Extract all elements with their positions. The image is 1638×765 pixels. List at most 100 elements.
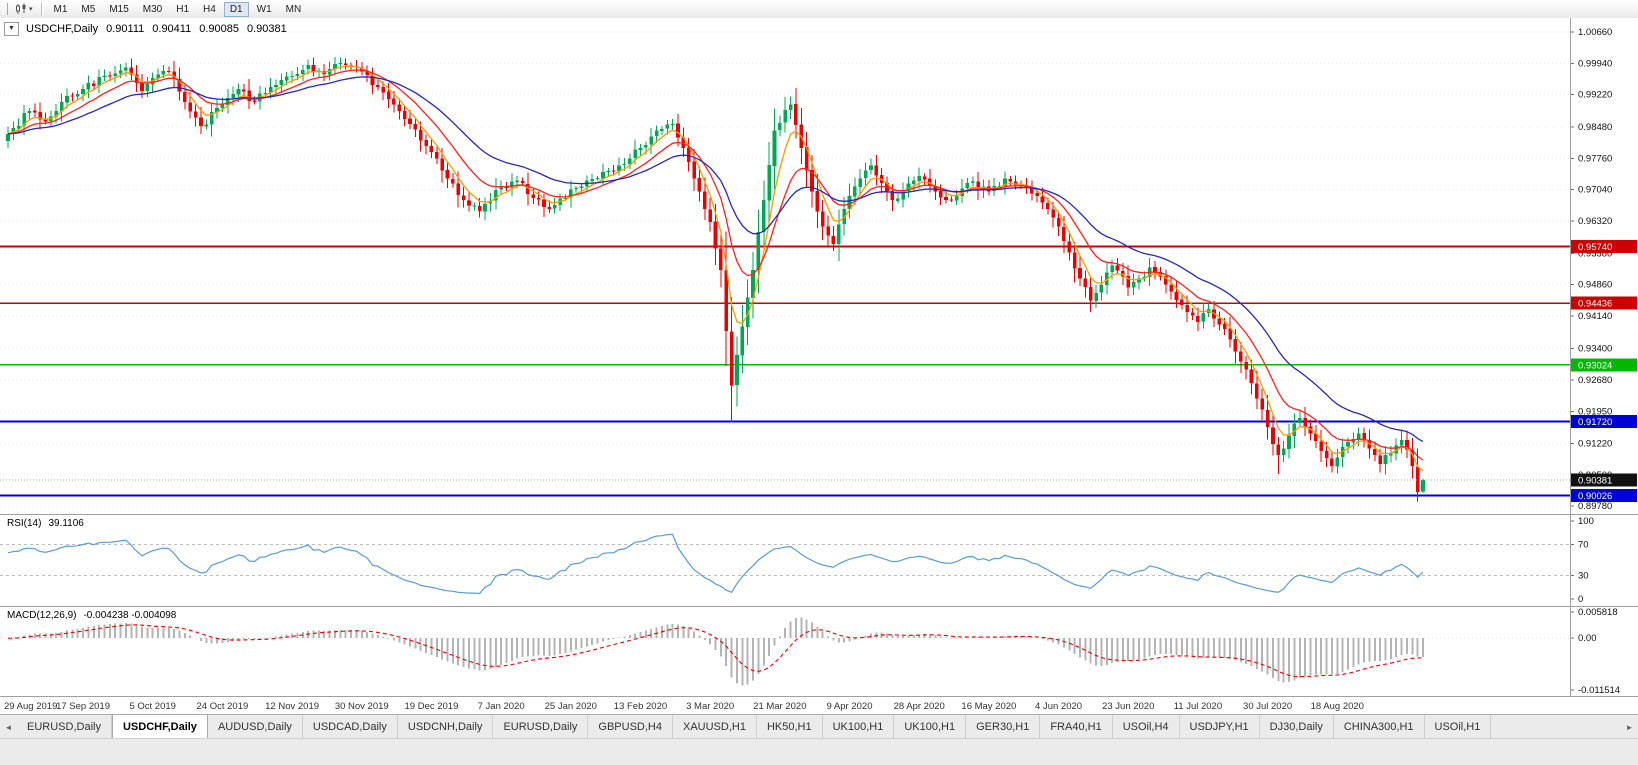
tab-fra40-h1[interactable]: FRA40,H1	[1040, 715, 1113, 739]
svg-text:-0.011514: -0.011514	[1578, 685, 1620, 696]
ohlc-open: 0.90111	[106, 23, 145, 35]
tab-usoil-h1[interactable]: USOil,H1	[1425, 715, 1492, 739]
svg-text:30 Jul 2020: 30 Jul 2020	[1243, 701, 1292, 712]
chart-tabbar: ◄ EURUSD,Daily USDCHF,Daily AUDUSD,Daily US…	[0, 714, 1638, 739]
ohlc-high: 0.90411	[152, 23, 192, 35]
svg-text:0.90381: 0.90381	[1578, 475, 1612, 486]
timeframe-mn[interactable]: MN	[280, 2, 308, 17]
svg-text:0.94140: 0.94140	[1578, 311, 1612, 322]
tabs-container: EURUSD,Daily USDCHF,Daily AUDUSD,Daily USDC…	[17, 715, 1492, 739]
timeframe-buttons: M1 M5 M15 M30 H1 H4 D1 W1 MN	[48, 1, 308, 17]
timeframe-h4[interactable]: H4	[197, 2, 222, 17]
svg-text:70: 70	[1578, 539, 1589, 550]
timeframe-toolbar: ▾ M1 M5 M15 M30 H1 H4 D1 W1 MN	[0, 0, 1638, 19]
tab-usoil-h4[interactable]: USOil,H4	[1113, 715, 1180, 739]
svg-text:7 Jan 2020: 7 Jan 2020	[478, 701, 525, 712]
svg-text:5 Oct 2019: 5 Oct 2019	[129, 701, 175, 712]
timeframe-m15[interactable]: M15	[103, 2, 134, 17]
svg-text:0.99940: 0.99940	[1578, 58, 1612, 69]
tab-uk100-h1[interactable]: UK100,H1	[894, 715, 967, 739]
svg-text:23 Jun 2020: 23 Jun 2020	[1102, 701, 1154, 712]
chart-canvas[interactable]: 1.00660 0.99940 0.99220 0.98480 0.97760 0.970…	[0, 18, 1638, 714]
svg-text:0.96320: 0.96320	[1578, 216, 1612, 227]
svg-text:0.97760: 0.97760	[1578, 153, 1612, 164]
tab-ger30-h1[interactable]: GER30,H1	[966, 715, 1041, 739]
svg-text:0.91220: 0.91220	[1578, 438, 1612, 449]
svg-text:28 Apr 2020: 28 Apr 2020	[894, 701, 945, 712]
svg-text:0.97040: 0.97040	[1578, 185, 1612, 196]
svg-text:0.95740: 0.95740	[1578, 242, 1612, 253]
macd-values: -0.004238 -0.004098	[83, 610, 177, 621]
svg-text:0.93400: 0.93400	[1578, 343, 1612, 354]
timeframe-m30[interactable]: M30	[137, 2, 168, 17]
symbol-period-label: USDCHF,Daily	[26, 23, 99, 35]
toolbar-separator	[40, 2, 43, 16]
timeframe-m1[interactable]: M1	[48, 2, 74, 17]
tab-dj30-daily[interactable]: DJ30,Daily	[1260, 715, 1334, 739]
svg-text:30 Nov 2019: 30 Nov 2019	[335, 701, 389, 712]
chevron-down-icon: ▼	[8, 25, 15, 32]
timeframe-m5[interactable]: M5	[75, 2, 101, 17]
svg-text:0.92680: 0.92680	[1578, 375, 1612, 386]
svg-text:11 Jul 2020: 11 Jul 2020	[1174, 701, 1222, 712]
timeframe-h1[interactable]: H1	[170, 2, 195, 17]
svg-text:30: 30	[1578, 571, 1589, 582]
tab-china300-h1[interactable]: CHINA300,H1	[1334, 715, 1425, 739]
tab-eurusd-daily[interactable]: EURUSD,Daily	[493, 715, 589, 739]
svg-text:19 Dec 2019: 19 Dec 2019	[405, 701, 459, 712]
tab-usdcad-daily[interactable]: USDCAD,Daily	[303, 715, 398, 739]
svg-text:24 Oct 2019: 24 Oct 2019	[197, 701, 249, 712]
svg-text:9 Apr 2020: 9 Apr 2020	[827, 701, 873, 712]
tabs-scroll-right-icon[interactable]: ►	[1625, 722, 1634, 732]
svg-text:0.94436: 0.94436	[1578, 299, 1612, 310]
rsi-name: RSI(14)	[7, 518, 42, 529]
svg-text:12 Nov 2019: 12 Nov 2019	[265, 701, 319, 712]
chart-title: USDCHF,Daily 0.90111 0.90411 0.90085 0.9…	[26, 23, 287, 35]
bottom-strip	[0, 738, 1638, 765]
chevron-down-icon: ▾	[29, 5, 33, 13]
svg-text:29 Aug 2019: 29 Aug 2019	[4, 701, 57, 712]
chart-type-button[interactable]: ▾	[12, 1, 36, 17]
svg-text:21 Mar 2020: 21 Mar 2020	[753, 701, 806, 712]
tab-eurusd-daily[interactable]: EURUSD,Daily	[17, 715, 112, 739]
tab-hk50-h1[interactable]: HK50,H1	[757, 715, 823, 739]
svg-text:0.90026: 0.90026	[1578, 491, 1612, 502]
svg-text:0.95580: 0.95580	[1578, 248, 1612, 259]
svg-text:1.00660: 1.00660	[1578, 27, 1612, 38]
timeframe-w1[interactable]: W1	[251, 2, 278, 17]
ohlc-low: 0.90085	[199, 23, 239, 35]
rsi-value: 39.1106	[48, 518, 84, 529]
timeframe-d1[interactable]: D1	[223, 1, 249, 17]
tabs-scroll-left-icon[interactable]: ◄	[4, 722, 13, 732]
svg-text:0.93024: 0.93024	[1578, 360, 1612, 371]
svg-text:0.98480: 0.98480	[1578, 122, 1612, 133]
svg-text:0.91720: 0.91720	[1578, 417, 1612, 428]
svg-text:100: 100	[1578, 516, 1594, 527]
svg-text:13 Feb 2020: 13 Feb 2020	[614, 701, 667, 712]
svg-text:0.94860: 0.94860	[1578, 280, 1612, 291]
svg-text:0.00: 0.00	[1578, 633, 1597, 644]
svg-text:17 Sep 2019: 17 Sep 2019	[56, 701, 110, 712]
tab-xauusd-h1[interactable]: XAUUSD,H1	[673, 715, 757, 739]
tab-audusd-daily[interactable]: AUDUSD,Daily	[208, 715, 303, 739]
tab-uk100-h1[interactable]: UK100,H1	[823, 715, 895, 739]
svg-text:0: 0	[1578, 594, 1583, 605]
tab-usdjpy-h1[interactable]: USDJPY,H1	[1180, 715, 1260, 739]
tab-usdcnh-daily[interactable]: USDCNH,Daily	[398, 715, 494, 739]
svg-text:0.99220: 0.99220	[1578, 90, 1612, 101]
macd-label: MACD(12,26,9) -0.004238 -0.004098	[7, 610, 176, 621]
tab-usdchf-daily[interactable]: USDCHF,Daily	[111, 715, 208, 739]
rsi-label: RSI(14) 39.1106	[7, 518, 84, 529]
svg-text:16 May 2020: 16 May 2020	[961, 701, 1016, 712]
svg-text:0.005818: 0.005818	[1578, 607, 1618, 618]
candlestick-chart-icon	[16, 3, 26, 14]
toolbar-drag-handle[interactable]	[3, 3, 8, 15]
svg-text:0.89780: 0.89780	[1578, 501, 1612, 512]
ohlc-close: 0.90381	[246, 23, 287, 35]
chart-dropdown-button[interactable]: ▼	[4, 22, 19, 36]
macd-name: MACD(12,26,9)	[7, 610, 77, 621]
tab-gbpusd-h4[interactable]: GBPUSD,H4	[588, 715, 673, 739]
svg-text:18 Aug 2020: 18 Aug 2020	[1311, 701, 1364, 712]
svg-text:4 Jun 2020: 4 Jun 2020	[1035, 701, 1082, 712]
